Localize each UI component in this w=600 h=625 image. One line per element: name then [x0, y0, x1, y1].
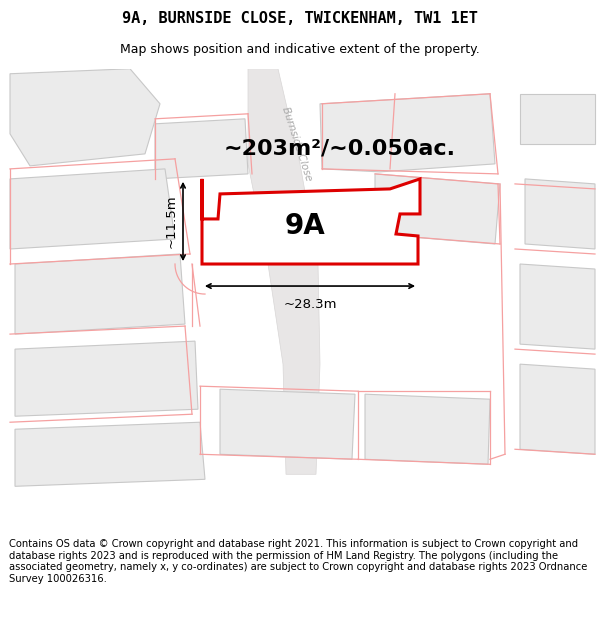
Text: Map shows position and indicative extent of the property.: Map shows position and indicative extent… [120, 44, 480, 56]
Polygon shape [15, 254, 185, 334]
Text: ~28.3m: ~28.3m [283, 298, 337, 311]
Polygon shape [520, 364, 595, 454]
Polygon shape [10, 69, 160, 166]
Text: ~203m²/~0.050ac.: ~203m²/~0.050ac. [224, 139, 456, 159]
Polygon shape [248, 69, 320, 474]
Polygon shape [320, 94, 495, 172]
Text: Contains OS data © Crown copyright and database right 2021. This information is : Contains OS data © Crown copyright and d… [9, 539, 587, 584]
Polygon shape [10, 169, 175, 249]
Polygon shape [520, 94, 595, 144]
Polygon shape [365, 394, 490, 464]
Polygon shape [155, 119, 248, 179]
Text: 9A, BURNSIDE CLOSE, TWICKENHAM, TW1 1ET: 9A, BURNSIDE CLOSE, TWICKENHAM, TW1 1ET [122, 11, 478, 26]
Polygon shape [220, 389, 355, 459]
Polygon shape [202, 179, 420, 264]
Text: Burnside Close: Burnside Close [280, 106, 314, 182]
Polygon shape [15, 422, 205, 486]
Polygon shape [375, 174, 500, 244]
Polygon shape [520, 264, 595, 349]
Text: ~11.5m: ~11.5m [165, 194, 178, 248]
Text: 9A: 9A [284, 212, 325, 240]
Polygon shape [525, 179, 595, 249]
Polygon shape [15, 341, 198, 416]
